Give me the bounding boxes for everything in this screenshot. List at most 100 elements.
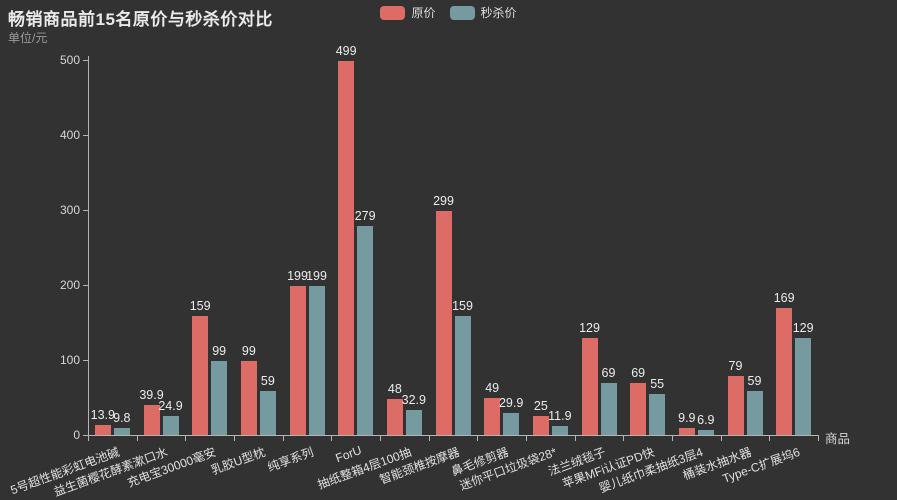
x-axis-tick (574, 436, 576, 441)
bar-value-label: 299 (433, 193, 454, 208)
bar-seckill-price-纯享系列[interactable] (308, 285, 325, 435)
x-axis-tick (185, 436, 187, 441)
bar-original-price-苹果MFi认证PD快[interactable] (630, 383, 647, 435)
bar-original-price-充电宝30000毫安[interactable] (192, 315, 209, 435)
bar-seckill-price-苹果MFi认证PD快[interactable] (649, 393, 666, 435)
y-axis-tick-label: 100 (59, 353, 80, 367)
bar-original-price-5号超性能彩虹电池碱[interactable] (94, 424, 111, 435)
bar-value-label: 25 (533, 399, 548, 414)
bar-original-price-婴儿纸巾柔抽纸3层4[interactable] (678, 427, 695, 435)
bar-value-label: 49 (485, 381, 500, 396)
y-axis-tick-label: 0 (73, 428, 80, 442)
bar-value-label: 499 (335, 43, 357, 58)
bar-value-label: 99 (241, 343, 256, 358)
x-axis-category-label: 乳胶U型枕 (208, 444, 267, 478)
y-axis-tick (83, 435, 88, 436)
bar-value-label: 199 (287, 268, 308, 283)
x-axis-tick (526, 436, 527, 441)
bar-value-label: 169 (773, 291, 795, 306)
x-axis-name: 商品 (825, 432, 851, 446)
bar-original-price-智能颈椎按摩器[interactable] (435, 210, 452, 435)
bar-value-label: 279 (354, 208, 376, 223)
y-axis-tick (83, 360, 88, 361)
x-axis-tick (331, 436, 333, 441)
bar-seckill-price-ForU[interactable] (357, 225, 374, 435)
bar-seckill-price-迷你平口垃圾袋28*[interactable] (551, 426, 568, 435)
bar-value-label: 79 (728, 358, 743, 373)
bar-original-price-抽纸整箱4层100抽[interactable] (386, 399, 403, 435)
bar-original-price-Type-C扩展坞6[interactable] (776, 308, 793, 435)
legend-item-original-price[interactable]: 原价 (380, 4, 436, 21)
bar-seckill-price-婴儿纸巾柔抽纸3层4[interactable] (697, 429, 714, 435)
y-axis-tick-label: 200 (59, 278, 80, 292)
bar-seckill-price-5号超性能彩虹电池碱[interactable] (113, 427, 130, 435)
bar-original-price-ForU[interactable] (338, 60, 355, 435)
x-axis-tick (380, 436, 381, 441)
bar-value-label: 159 (452, 298, 473, 313)
bar-value-label: 129 (792, 321, 814, 336)
legend-swatch (449, 5, 475, 20)
bar-value-label: 159 (189, 298, 211, 313)
bar-value-label: 55 (650, 376, 665, 391)
x-axis-tick (477, 436, 479, 441)
y-axis-tick (83, 135, 88, 136)
bar-value-label: 59 (747, 373, 762, 388)
x-axis-tick (234, 436, 235, 441)
x-axis-tick (88, 436, 89, 441)
bar-seckill-price-抽纸整箱4层100抽[interactable] (405, 410, 422, 435)
bar-seckill-price-充电宝30000毫安[interactable] (211, 360, 228, 435)
bar-value-label: 199 (306, 268, 327, 283)
bar-value-label: 59 (260, 373, 275, 388)
bar-original-price-纯享系列[interactable] (289, 285, 306, 435)
bar-seckill-price-法兰绒毯子[interactable] (600, 383, 617, 435)
bar-value-label: 29.9 (498, 395, 524, 410)
x-axis-tick (136, 436, 138, 441)
bar-value-label: 39.9 (139, 388, 164, 403)
bar-value-label: 48 (387, 382, 402, 396)
bar-value-label: 99 (212, 343, 227, 358)
x-axis-category-label: 纯享系列 (265, 444, 316, 475)
x-axis-tick (623, 436, 625, 441)
bar-seckill-price-Type-C扩展坞6[interactable] (795, 338, 812, 435)
y-axis-tick-label: 500 (59, 53, 80, 67)
bar-seckill-price-智能颈椎按摩器[interactable] (454, 315, 471, 435)
legend-swatch (380, 5, 406, 20)
y-axis-tick-label: 300 (59, 203, 80, 217)
y-axis-line (88, 56, 89, 436)
bar-original-price-益生菌樱花酵素漱口水[interactable] (143, 405, 160, 435)
x-axis-tick (720, 436, 722, 441)
y-axis-unit-label: 单位/元 (8, 31, 48, 45)
bar-seckill-price-乳胶U型枕[interactable] (259, 390, 276, 435)
x-axis-tick (818, 436, 819, 441)
y-axis-tick (83, 60, 88, 61)
bar-original-price-法兰绒毯子[interactable] (581, 338, 598, 435)
bar-value-label: 11.9 (548, 409, 572, 424)
bar-value-label: 32.9 (401, 393, 426, 408)
bar-original-price-乳胶U型枕[interactable] (240, 360, 257, 435)
x-axis-tick (769, 436, 771, 441)
bar-value-label: 6.9 (697, 412, 715, 427)
bar-original-price-鼻毛修剪器[interactable] (484, 398, 501, 435)
legend-item-seckill-price[interactable]: 秒杀价 (449, 4, 517, 21)
legend: 原价 秒杀价 (0, 4, 897, 21)
bar-value-label: 69 (601, 366, 616, 381)
bar-seckill-price-桶装水抽水器[interactable] (746, 390, 763, 435)
bar-value-label: 129 (579, 321, 600, 336)
bar-value-label: 69 (631, 366, 646, 381)
x-axis-line (88, 435, 819, 436)
bar-original-price-迷你平口垃圾袋28*[interactable] (532, 416, 549, 435)
y-axis-tick (83, 210, 88, 211)
bar-seckill-price-益生菌樱花酵素漱口水[interactable] (162, 416, 179, 435)
legend-label: 秒杀价 (480, 6, 517, 20)
bar-original-price-桶装水抽水器[interactable] (727, 375, 744, 435)
x-axis-tick (672, 436, 673, 441)
bar-value-label: 9.8 (113, 410, 131, 425)
bar-seckill-price-鼻毛修剪器[interactable] (503, 412, 520, 435)
y-axis-tick (83, 285, 88, 286)
bar-value-label: 13.9 (90, 407, 115, 422)
y-axis-tick-label: 400 (59, 128, 80, 142)
bar-value-label: 24.9 (158, 399, 183, 414)
chart-title: 畅销商品前15名原价与秒杀价对比 (8, 10, 273, 29)
